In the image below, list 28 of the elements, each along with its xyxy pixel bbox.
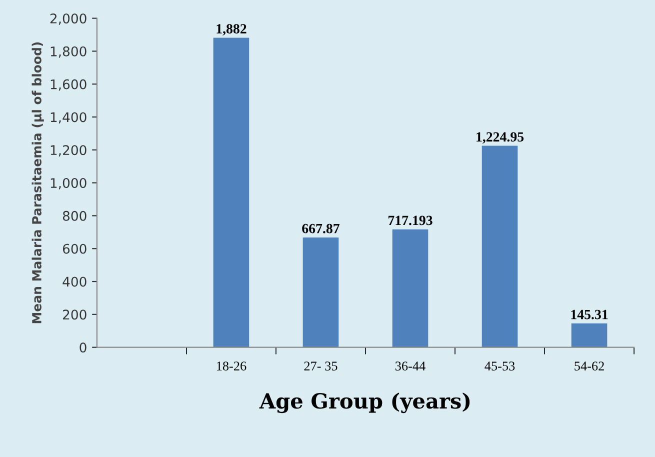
y-tick-label: 1,400 [50,112,86,124]
bar [482,146,518,348]
y-tick-label: 1,000 [50,178,86,190]
x-tick-label: 45-53 [484,362,515,370]
x-tick-label: 27- 35 [304,362,338,370]
y-tick-label: 1,200 [50,145,86,156]
y-tick-label: 400 [62,276,86,287]
y-tick-label: 200 [63,310,86,320]
x-axis-title: Age Group (years) [259,392,470,414]
data-label: 717.193 [388,216,432,226]
y-axis-title: Mean Malaria Parasitaemia (µl of blood) [32,42,44,324]
x-tick-label: 54-62 [574,362,604,370]
x-tick-label: 18-26 [216,362,246,370]
y-tick-label: 800 [62,210,86,221]
data-label: 1,224.95 [476,132,524,144]
x-tick-label: 36-44 [395,362,426,370]
y-tick-label: 1,600 [50,79,86,91]
data-label: 145.31 [571,310,608,320]
data-label: 667.87 [302,224,340,234]
data-label: 1,882 [216,24,246,36]
y-tick-label: 1,800 [50,46,86,58]
bar [392,229,428,348]
y-tick-label: 2,000 [50,14,86,25]
bar [571,323,608,348]
y-tick-label: 0 [80,342,86,353]
bar [302,237,339,348]
y-tick-label: 600 [62,244,86,254]
bar [213,38,250,348]
